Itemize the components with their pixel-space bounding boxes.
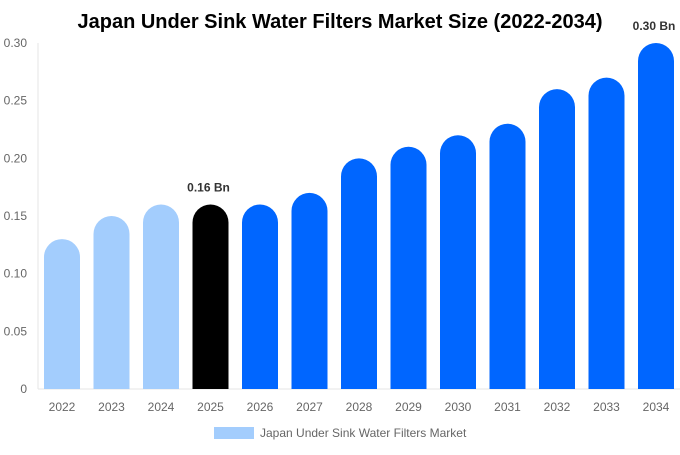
y-tick-label: 0.05	[4, 324, 28, 338]
bar-2032	[539, 89, 575, 389]
bar-2030	[440, 135, 476, 389]
bar-2027	[291, 192, 328, 389]
y-tick-label: 0.15	[4, 209, 28, 223]
x-tick-label: 2027	[296, 400, 323, 414]
x-tick-label: 2034	[643, 400, 670, 414]
bar-2026	[242, 204, 278, 389]
x-tick-label: 2022	[49, 400, 76, 414]
bar-2024	[143, 204, 179, 389]
legend-label: Japan Under Sink Water Filters Market	[260, 426, 467, 440]
x-tick-label: 2030	[445, 400, 472, 414]
bar-2029	[390, 146, 427, 389]
data-label: 0.30 Bn	[633, 19, 676, 33]
y-tick-label: 0	[20, 382, 27, 396]
y-tick-label: 0.25	[4, 94, 28, 108]
y-tick-label: 0.20	[4, 151, 28, 165]
bar-2025	[192, 204, 229, 389]
bar-2022	[44, 239, 80, 389]
x-tick-label: 2032	[544, 400, 571, 414]
bar-2034	[638, 43, 674, 389]
y-tick-label: 0.10	[4, 267, 28, 281]
x-tick-label: 2026	[247, 400, 274, 414]
bar-2028	[341, 158, 377, 389]
x-tick-label: 2024	[148, 400, 175, 414]
chart-title: Japan Under Sink Water Filters Market Si…	[77, 11, 602, 33]
bar-2031	[489, 123, 526, 389]
bar-2033	[588, 77, 625, 389]
legend-swatch	[214, 427, 254, 439]
x-tick-label: 2025	[197, 400, 224, 414]
y-tick-label: 0.30	[4, 36, 28, 50]
x-tick-label: 2029	[395, 400, 422, 414]
x-tick-label: 2033	[593, 400, 620, 414]
x-tick-label: 2028	[346, 400, 373, 414]
x-tick-label: 2031	[494, 400, 521, 414]
data-label: 0.16 Bn	[187, 180, 230, 194]
bar-2023	[93, 216, 130, 389]
x-tick-label: 2023	[98, 400, 125, 414]
